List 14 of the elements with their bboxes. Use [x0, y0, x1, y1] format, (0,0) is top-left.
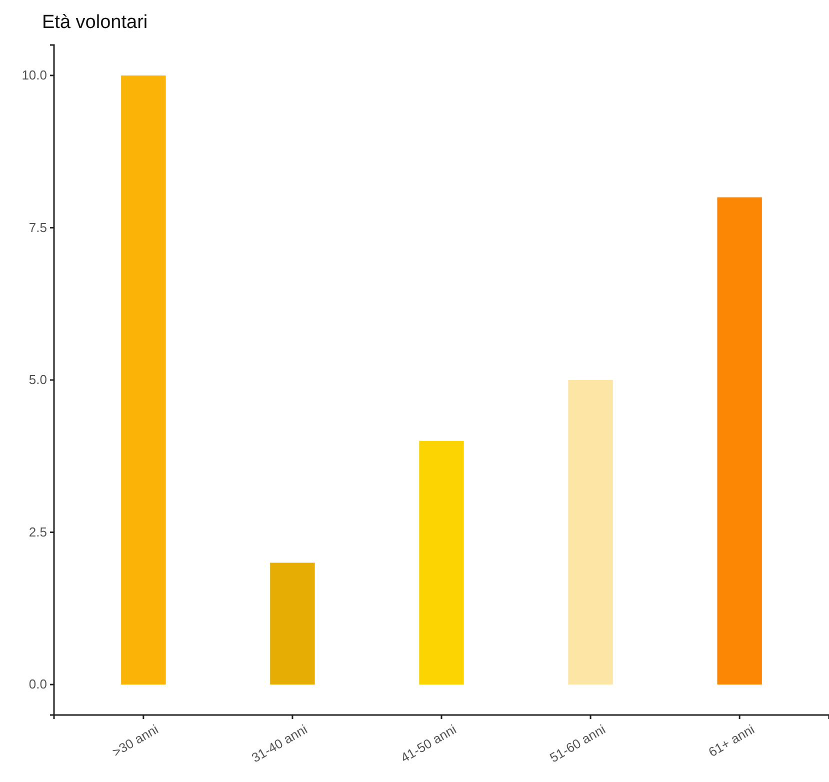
y-tick-label: 0.0 [28, 676, 47, 692]
y-tick-label: 10.0 [22, 68, 47, 83]
chart-title: Età volontari [42, 12, 148, 33]
x-tick-label: 61+ anni [706, 722, 757, 760]
bar [419, 440, 464, 685]
y-tick-label: 2.5 [28, 524, 47, 540]
bar [717, 197, 762, 685]
y-tick-label: 5.0 [28, 372, 47, 388]
bar [121, 75, 166, 685]
bar [270, 562, 315, 685]
x-tick-label: 41-50 anni [398, 722, 459, 766]
bar [568, 380, 613, 685]
y-tick-label: 7.5 [28, 220, 47, 235]
x-tick-label: >30 anni [110, 722, 161, 760]
